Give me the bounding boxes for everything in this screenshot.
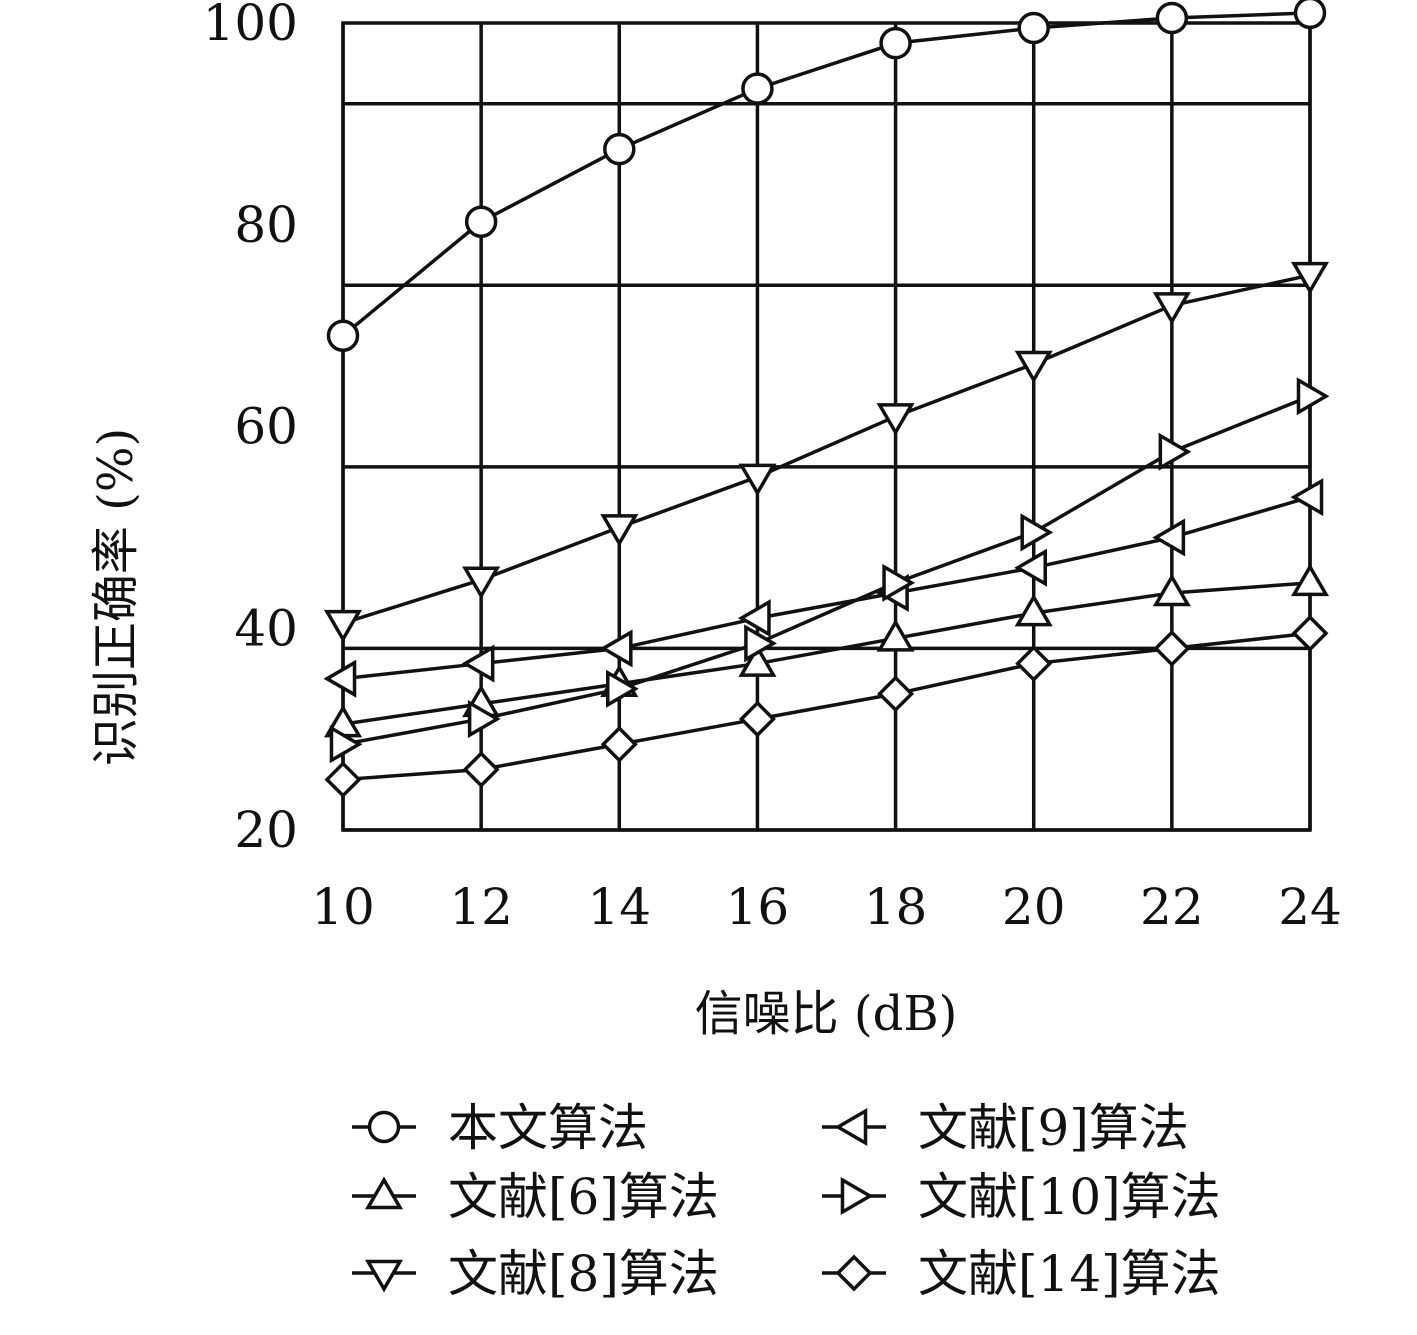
y-tick-label: 100 [203, 0, 298, 52]
series-line [342, 273, 1311, 625]
x-tick-label: 24 [1278, 878, 1342, 936]
x-tick-label: 16 [726, 878, 790, 936]
y-axis-ticks: 20 40 60 80 100 [203, 0, 298, 859]
data-point-marker [1152, 292, 1191, 325]
data-point-marker [603, 132, 636, 166]
data-point-marker [882, 563, 916, 602]
data-point-marker [1152, 518, 1186, 557]
data-point-marker [1152, 573, 1191, 607]
data-point-marker [1155, 1, 1189, 35]
data-point-marker [461, 644, 495, 683]
y-tick-label: 80 [234, 196, 298, 254]
x-tick-label: 20 [1002, 878, 1066, 936]
legend-item: 本文算法 [352, 1099, 648, 1157]
data-point-marker [877, 675, 915, 713]
series-1 [326, 0, 1327, 352]
data-point-marker [1290, 563, 1330, 597]
legend-marker [364, 1176, 404, 1210]
legend-item: 文献[9]算法 [822, 1099, 1189, 1157]
data-point-marker [1296, 377, 1330, 416]
legend-marker [364, 1259, 404, 1293]
legend-label: 文献[8]算法 [448, 1245, 719, 1303]
data-point-marker [1014, 548, 1047, 587]
series-line [342, 631, 1311, 782]
series-line [342, 581, 1311, 726]
data-point-marker [326, 319, 360, 352]
legend-label: 文献[10]算法 [918, 1168, 1221, 1226]
x-tick-label: 22 [1140, 878, 1204, 936]
data-point-marker [1017, 11, 1050, 45]
data-point-marker [1293, 0, 1327, 30]
data-point-marker [1015, 645, 1053, 683]
data-point-marker [462, 751, 500, 788]
y-axis-label: 识别正确率 (%) [88, 428, 144, 766]
y-tick-label: 40 [234, 599, 298, 657]
data-point-marker [329, 725, 363, 764]
series-3 [323, 261, 1330, 643]
legend-marker [834, 1107, 868, 1147]
data-point-marker [1014, 350, 1053, 384]
legend-marker [367, 1110, 401, 1144]
data-point-marker [741, 72, 774, 105]
x-axis-label: 信噪比 (dB) [695, 986, 958, 1042]
legend-label: 本文算法 [448, 1099, 648, 1157]
data-point-marker [876, 618, 915, 652]
data-point-marker [1153, 629, 1191, 667]
series-6 [324, 614, 1329, 799]
data-point-marker [1020, 513, 1054, 552]
legend-label: 文献[9]算法 [918, 1099, 1189, 1157]
data-point-marker [464, 205, 498, 238]
y-tick-label: 20 [234, 801, 298, 859]
data-point-marker [737, 599, 771, 638]
legend-item: 文献[8]算法 [352, 1245, 719, 1303]
data-point-marker [323, 609, 363, 643]
data-point-marker [600, 514, 639, 547]
data-point-marker [1290, 261, 1330, 295]
x-tick-label: 18 [864, 878, 928, 936]
legend-item: 文献[14]算法 [822, 1245, 1221, 1303]
series-line [342, 495, 1311, 681]
legend-marker [835, 1254, 873, 1292]
data-point-marker [599, 629, 633, 668]
series-5 [329, 377, 1330, 764]
legend-marker [840, 1176, 874, 1216]
data-point-marker [606, 669, 639, 708]
data-point-marker [323, 659, 357, 698]
data-point-marker [744, 624, 777, 663]
data-point-marker [876, 403, 915, 436]
series-4 [323, 478, 1324, 698]
y-tick-label: 60 [234, 398, 298, 456]
data-point-marker [879, 26, 912, 60]
data-point-marker [738, 463, 777, 497]
legend-item: 文献[6]算法 [352, 1168, 719, 1226]
legend-item: 文献[10]算法 [822, 1168, 1221, 1226]
x-tick-label: 14 [587, 878, 651, 936]
series-line [342, 394, 1311, 746]
data-point-marker [600, 725, 638, 763]
x-tick-label: 10 [311, 878, 375, 936]
series-layer [323, 0, 1330, 799]
data-point-marker [738, 644, 777, 677]
x-tick-label: 12 [449, 878, 513, 936]
x-axis-ticks: 10 12 14 16 18 20 22 24 [311, 878, 1342, 936]
data-point-marker [1158, 432, 1192, 471]
data-point-marker [467, 699, 501, 739]
data-point-marker [324, 761, 362, 799]
data-point-marker [1291, 614, 1329, 652]
legend-label: 文献[14]算法 [918, 1245, 1221, 1303]
series-line [341, 11, 1311, 338]
data-point-marker [738, 700, 776, 738]
data-point-marker [1014, 593, 1053, 627]
legend-label: 文献[6]算法 [448, 1168, 719, 1226]
data-point-marker [462, 566, 501, 600]
plot-frame [341, 21, 1312, 832]
data-point-marker [1290, 478, 1324, 517]
